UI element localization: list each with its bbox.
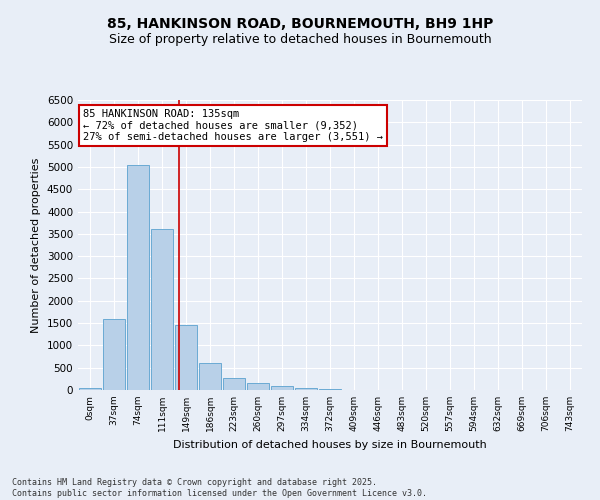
Bar	[151, 230, 173, 390]
Bar	[319, 389, 341, 390]
Text: 85 HANKINSON ROAD: 135sqm
← 72% of detached houses are smaller (9,352)
27% of se: 85 HANKINSON ROAD: 135sqm ← 72% of detac…	[83, 108, 383, 142]
Text: Size of property relative to detached houses in Bournemouth: Size of property relative to detached ho…	[109, 32, 491, 46]
Text: Contains HM Land Registry data © Crown copyright and database right 2025.
Contai: Contains HM Land Registry data © Crown c…	[12, 478, 427, 498]
Bar	[175, 326, 197, 390]
X-axis label: Distribution of detached houses by size in Bournemouth: Distribution of detached houses by size …	[173, 440, 487, 450]
Bar	[223, 378, 245, 390]
Text: 85, HANKINSON ROAD, BOURNEMOUTH, BH9 1HP: 85, HANKINSON ROAD, BOURNEMOUTH, BH9 1HP	[107, 18, 493, 32]
Bar	[103, 318, 125, 390]
Bar	[127, 164, 149, 390]
Bar	[271, 386, 293, 390]
Bar	[247, 384, 269, 390]
Bar	[199, 363, 221, 390]
Bar	[295, 388, 317, 390]
Bar	[79, 388, 101, 390]
Y-axis label: Number of detached properties: Number of detached properties	[31, 158, 41, 332]
